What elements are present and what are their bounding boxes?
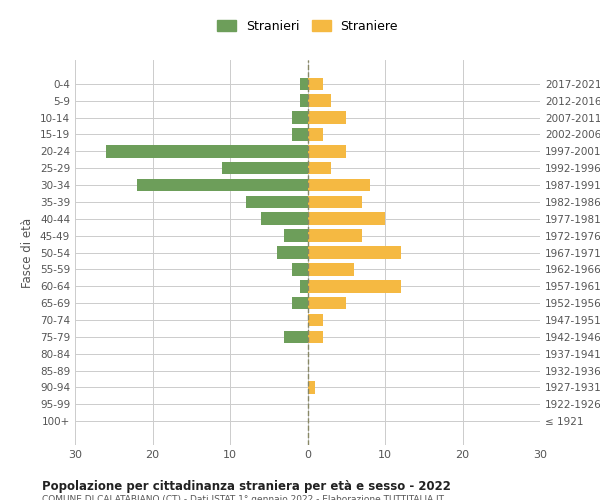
Bar xyxy=(308,263,354,276)
Bar xyxy=(292,111,308,124)
Bar xyxy=(284,230,308,242)
Bar xyxy=(308,297,346,310)
Y-axis label: Fasce di età: Fasce di età xyxy=(22,218,34,288)
Bar xyxy=(284,330,308,343)
Bar xyxy=(261,212,308,225)
Bar xyxy=(137,178,308,192)
Bar xyxy=(292,263,308,276)
Bar xyxy=(308,212,385,225)
Bar xyxy=(308,230,362,242)
Bar xyxy=(308,196,362,208)
Bar xyxy=(308,128,323,141)
Bar xyxy=(308,178,370,192)
Bar xyxy=(300,94,308,107)
Bar xyxy=(308,162,331,174)
Bar xyxy=(300,78,308,90)
Bar xyxy=(292,297,308,310)
Bar xyxy=(300,280,308,292)
Bar xyxy=(308,280,401,292)
Bar xyxy=(245,196,308,208)
Bar xyxy=(277,246,308,259)
Legend: Stranieri, Straniere: Stranieri, Straniere xyxy=(213,16,402,36)
Bar xyxy=(308,314,323,326)
Bar xyxy=(308,246,401,259)
Bar xyxy=(222,162,308,174)
Bar xyxy=(308,145,346,158)
Text: Popolazione per cittadinanza straniera per età e sesso - 2022: Popolazione per cittadinanza straniera p… xyxy=(42,480,451,493)
Text: COMUNE DI CALATABIANO (CT) - Dati ISTAT 1° gennaio 2022 - Elaborazione TUTTITALI: COMUNE DI CALATABIANO (CT) - Dati ISTAT … xyxy=(42,495,444,500)
Bar xyxy=(106,145,308,158)
Bar xyxy=(308,78,323,90)
Bar xyxy=(308,111,346,124)
Bar xyxy=(308,381,315,394)
Bar xyxy=(308,330,323,343)
Bar xyxy=(308,94,331,107)
Bar xyxy=(292,128,308,141)
